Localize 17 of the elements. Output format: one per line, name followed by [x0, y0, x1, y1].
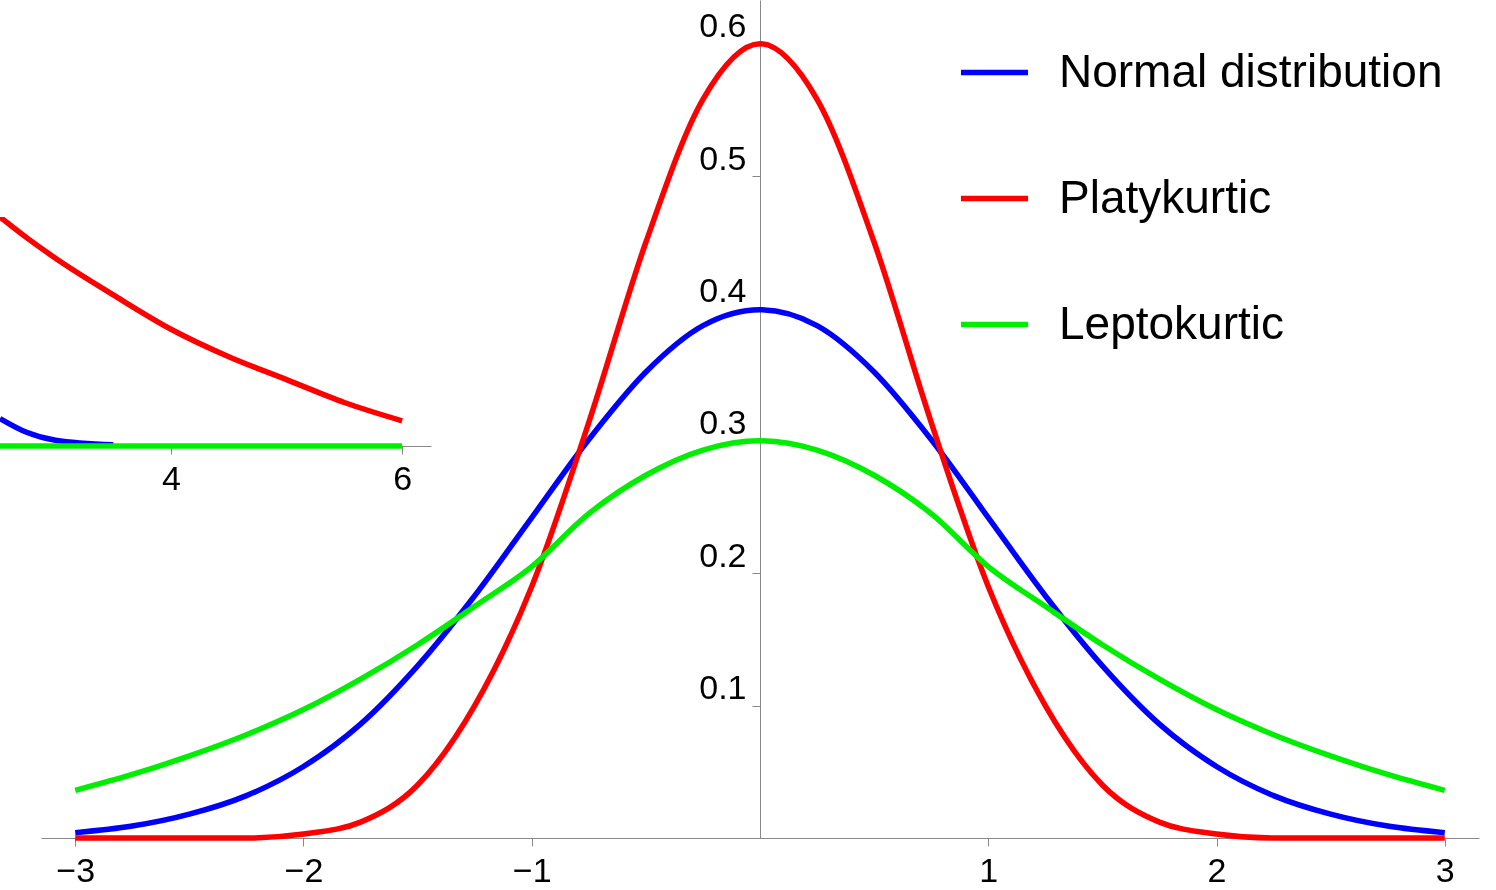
x-tick-label: −3 [56, 850, 96, 889]
legend-label: Leptokurtic [1059, 296, 1285, 349]
y-tick-label: 0.5 [699, 138, 747, 177]
x-tick-label: 1 [979, 850, 999, 889]
x-tick-label: −1 [512, 850, 552, 889]
x-tick-label: 4 [162, 458, 181, 497]
x-tick-label: 3 [1435, 850, 1455, 889]
legend-label: Normal distribution [1059, 44, 1443, 97]
x-tick-label: 6 [393, 458, 413, 497]
x-tick-label: −2 [284, 850, 324, 889]
y-tick-label: 0.6 [699, 6, 747, 45]
x-tick-label: 2 [1207, 850, 1227, 889]
legend-label: Platykurtic [1059, 170, 1272, 223]
y-tick-label: 0.2 [699, 535, 747, 574]
y-tick-label: 0.1 [699, 668, 747, 707]
y-tick-label: 0.4 [699, 270, 747, 309]
y-tick-label: 0.3 [699, 403, 747, 442]
